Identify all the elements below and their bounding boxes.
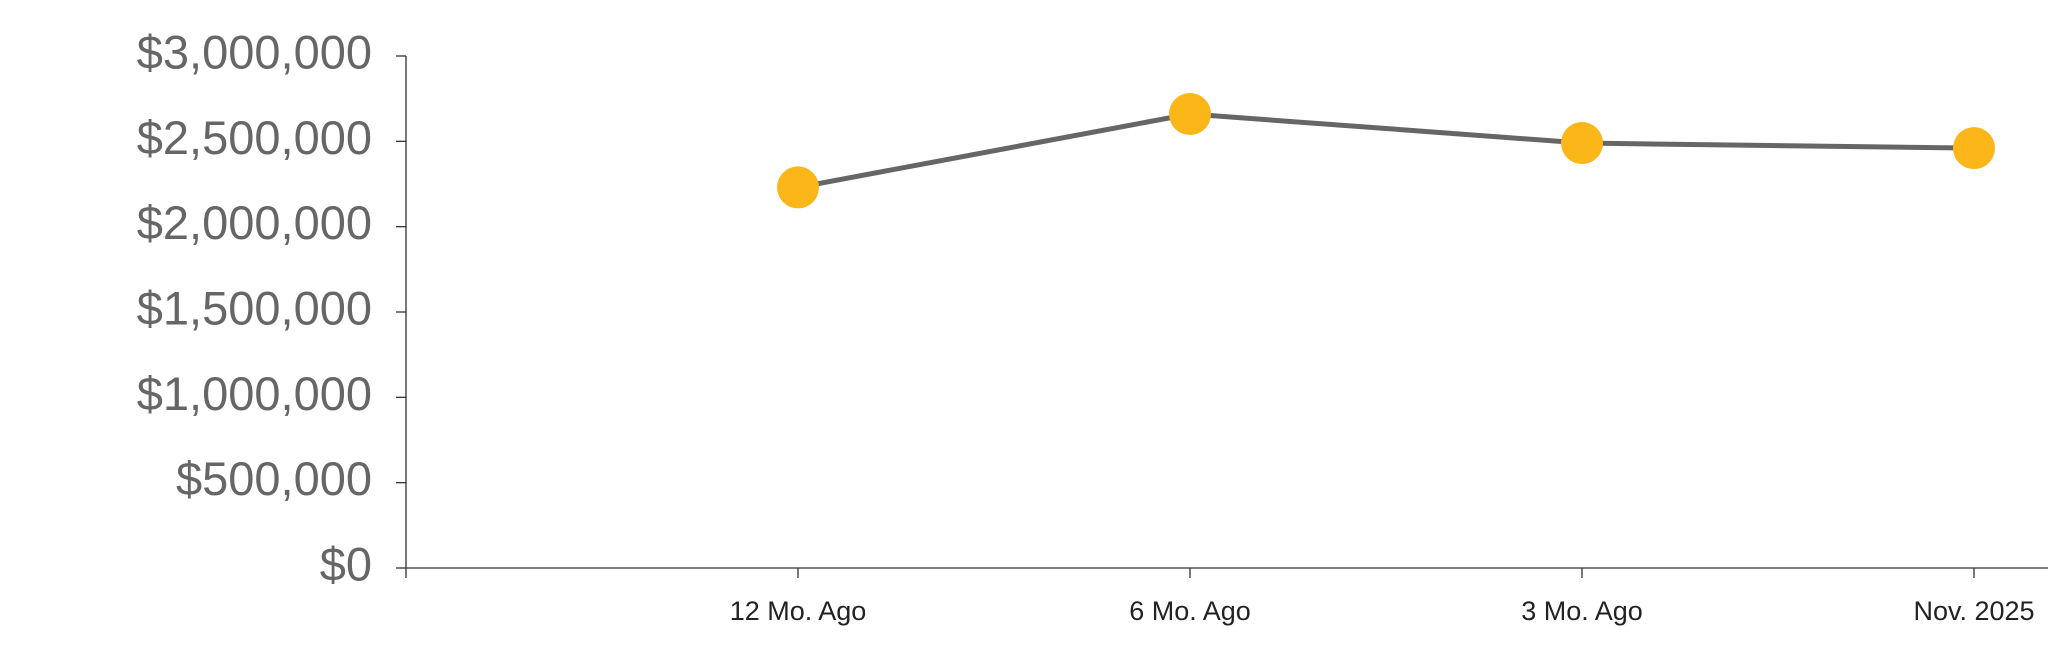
x-tick-label: 12 Mo. Ago (730, 596, 867, 626)
marker (1169, 93, 1211, 136)
y-tick-label: $0 (320, 537, 372, 590)
y-tick-label: $2,500,000 (137, 111, 372, 164)
y-tick-label: $2,000,000 (137, 196, 372, 249)
x-tick-label: 6 Mo. Ago (1129, 596, 1251, 626)
x-tick-label: 3 Mo. Ago (1521, 596, 1643, 626)
marker (777, 166, 819, 209)
x-tick-label: Nov. 2025 (1913, 596, 2034, 626)
y-tick-label: $1,500,000 (137, 281, 372, 334)
y-tick-label: $3,000,000 (137, 25, 372, 78)
marker (1561, 122, 1603, 165)
y-tick-label: $1,000,000 (137, 367, 372, 420)
y-tick-label: $500,000 (176, 452, 372, 505)
marker (1953, 127, 1995, 170)
line (797, 111, 1975, 190)
